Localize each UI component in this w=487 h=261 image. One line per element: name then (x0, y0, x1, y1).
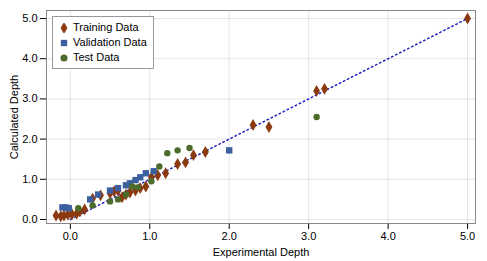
svg-text:0.0: 0.0 (22, 213, 37, 225)
svg-text:Calculated Depth: Calculated Depth (8, 75, 20, 159)
svg-text:2.0: 2.0 (222, 230, 237, 242)
html-text:Test Data: Test Data (73, 51, 120, 63)
svg-text:1.0: 1.0 (142, 230, 157, 242)
svg-text:3.0: 3.0 (301, 230, 316, 242)
svg-text:4.0: 4.0 (380, 230, 395, 242)
html-text:Validation Data: Validation Data (73, 36, 147, 48)
svg-text:5.0: 5.0 (460, 230, 475, 242)
html-text:Training Data: Training Data (73, 21, 139, 33)
svg-text:3.0: 3.0 (22, 92, 37, 104)
svg-text:4.0: 4.0 (22, 52, 37, 64)
svg-text:1.0: 1.0 (22, 173, 37, 185)
svg-text:Experimental Depth: Experimental Depth (213, 246, 310, 258)
svg-text:2.0: 2.0 (22, 133, 37, 145)
svg-text:5.0: 5.0 (22, 12, 37, 24)
svg-text:0.0: 0.0 (63, 230, 78, 242)
